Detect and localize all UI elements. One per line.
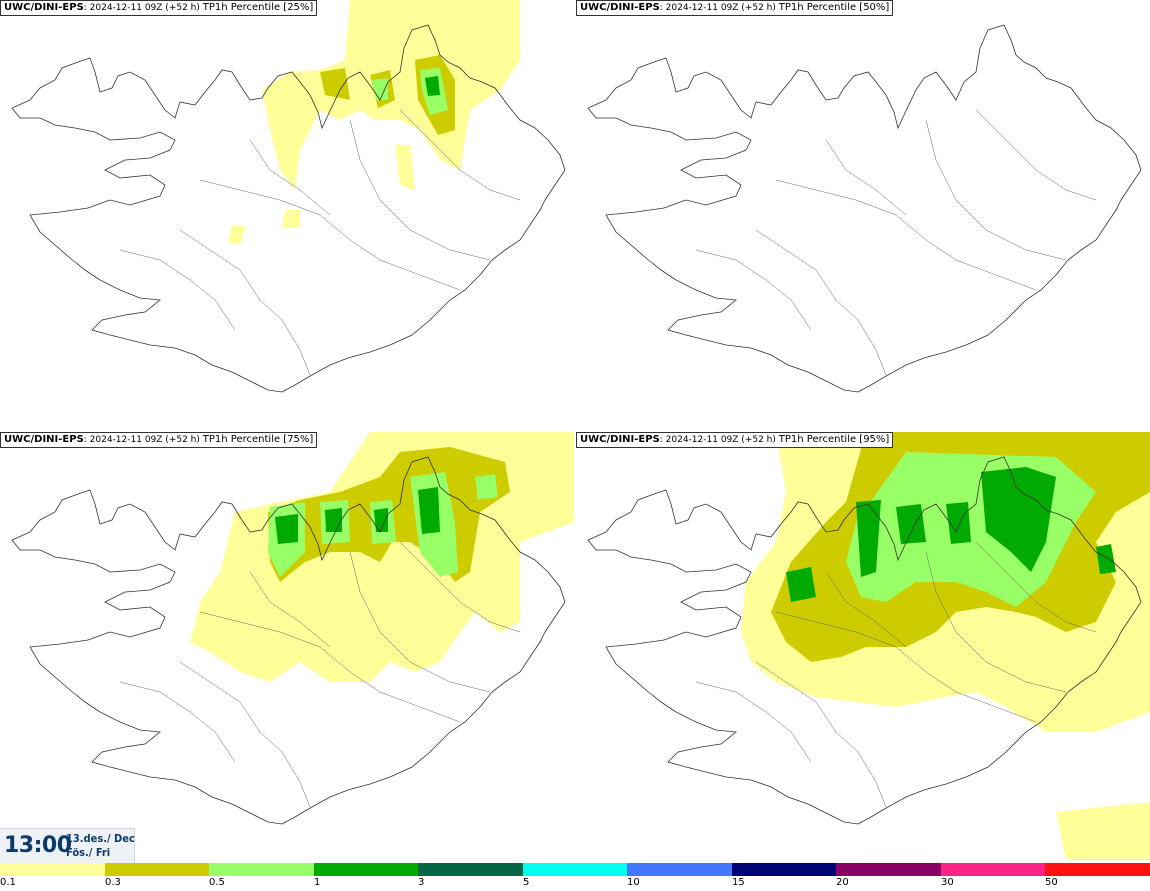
precip-contour bbox=[475, 474, 498, 500]
legend-label: 5 bbox=[523, 877, 530, 888]
legend-swatch bbox=[418, 863, 523, 876]
road-line bbox=[825, 139, 907, 216]
road-line bbox=[755, 661, 887, 808]
legend-swatch bbox=[731, 863, 837, 876]
precip-contour bbox=[325, 508, 342, 532]
product-name: TP1h Percentile [25%] bbox=[202, 2, 314, 13]
legend-swatch bbox=[522, 863, 628, 876]
road-line bbox=[975, 109, 1097, 201]
panel-title: UWC/DINI-EPS: 2024-12-11 09Z (+52 h) TP1… bbox=[0, 0, 318, 16]
legend-label: 0.5 bbox=[209, 877, 225, 888]
legend-swatch bbox=[313, 863, 419, 876]
road-line bbox=[249, 139, 331, 216]
road-line bbox=[825, 571, 907, 648]
legend-swatch bbox=[940, 863, 1046, 876]
panel-title: UWC/DINI-EPS: 2024-12-11 09Z (+52 h) TP1… bbox=[576, 432, 894, 448]
road-line bbox=[349, 551, 491, 693]
road-line bbox=[199, 179, 461, 291]
model-name: UWC/DINI-EPS bbox=[580, 2, 660, 13]
precip-contour bbox=[981, 467, 1056, 572]
run-info: : 2024-12-11 09Z (+52 h) bbox=[83, 435, 200, 445]
road-line bbox=[975, 541, 1097, 633]
map-panel-p75: UWC/DINI-EPS: 2024-12-11 09Z (+52 h) TP1… bbox=[0, 432, 574, 860]
road-line bbox=[179, 661, 311, 808]
precip-contour bbox=[1096, 544, 1116, 574]
road-line bbox=[695, 681, 812, 763]
coastline bbox=[11, 456, 566, 825]
legend-swatch bbox=[627, 863, 732, 876]
run-info: : 2024-12-11 09Z (+52 h) bbox=[659, 435, 776, 445]
run-info: : 2024-12-11 09Z (+52 h) bbox=[659, 3, 776, 13]
panel-title: UWC/DINI-EPS: 2024-12-11 09Z (+52 h) TP1… bbox=[0, 432, 318, 448]
precip-contour bbox=[896, 504, 926, 544]
product-name: TP1h Percentile [75%] bbox=[202, 434, 314, 445]
precip-contour bbox=[320, 68, 350, 100]
precip-contour bbox=[228, 225, 246, 245]
legend-swatch bbox=[0, 863, 105, 876]
road-line bbox=[399, 109, 521, 201]
precip-contour bbox=[946, 502, 971, 544]
legend-label: 3 bbox=[418, 877, 425, 888]
map-panel-p95: UWC/DINI-EPS: 2024-12-11 09Z (+52 h) TP1… bbox=[576, 432, 1150, 860]
precip-contour bbox=[275, 514, 298, 544]
road-line bbox=[349, 119, 491, 261]
road-line bbox=[249, 571, 331, 648]
legend-swatch bbox=[104, 863, 210, 876]
precip-contour bbox=[425, 76, 440, 96]
coastline bbox=[11, 24, 566, 393]
valid-time: 13:00 bbox=[4, 833, 72, 858]
precip-contour bbox=[1056, 802, 1150, 860]
road-line bbox=[119, 249, 236, 331]
legend-label: 0.1 bbox=[0, 877, 16, 888]
precip-contour bbox=[856, 500, 881, 577]
precip-contour bbox=[786, 567, 816, 602]
road-line bbox=[179, 229, 311, 376]
precip-contour bbox=[282, 210, 300, 228]
map-canvas bbox=[11, 0, 566, 393]
road-line bbox=[199, 611, 461, 723]
road-line bbox=[775, 179, 1037, 291]
legend-label: 15 bbox=[732, 877, 745, 888]
model-name: UWC/DINI-EPS bbox=[4, 434, 84, 445]
road-line bbox=[399, 541, 521, 633]
legend-label: 20 bbox=[836, 877, 849, 888]
road-line bbox=[695, 249, 812, 331]
legend-label: 10 bbox=[627, 877, 640, 888]
run-info: : 2024-12-11 09Z (+52 h) bbox=[83, 3, 200, 13]
legend-swatch bbox=[209, 863, 314, 876]
precip-contour bbox=[395, 145, 415, 190]
map-canvas bbox=[11, 432, 574, 825]
panel-title: UWC/DINI-EPS: 2024-12-11 09Z (+52 h) TP1… bbox=[576, 0, 894, 16]
legend-label: 30 bbox=[941, 877, 954, 888]
road-line bbox=[775, 611, 1037, 723]
valid-date: 13.des./ Dec bbox=[66, 832, 135, 845]
road-line bbox=[925, 551, 1067, 693]
map-panel-p50: UWC/DINI-EPS: 2024-12-11 09Z (+52 h) TP1… bbox=[576, 0, 1150, 428]
road-line bbox=[925, 119, 1067, 261]
road-line bbox=[119, 681, 236, 763]
legend-swatch bbox=[1045, 863, 1150, 876]
model-name: UWC/DINI-EPS bbox=[580, 434, 660, 445]
precip-contour bbox=[374, 508, 388, 532]
precip-legend: 0.1 0.3 0.5 1 3 5 10 15 20 30 50 bbox=[0, 863, 1150, 891]
precip-contour bbox=[418, 487, 440, 534]
legend-colorbar bbox=[0, 863, 1150, 876]
legend-label: 1 bbox=[314, 877, 321, 888]
road-line bbox=[755, 229, 887, 376]
coastline bbox=[587, 456, 1142, 825]
legend-swatch bbox=[836, 863, 941, 876]
legend-label: 0.3 bbox=[105, 877, 121, 888]
map-canvas bbox=[587, 432, 1150, 860]
map-canvas bbox=[587, 24, 1142, 393]
legend-label: 50 bbox=[1045, 877, 1058, 888]
product-name: TP1h Percentile [50%] bbox=[778, 2, 890, 13]
product-name: TP1h Percentile [95%] bbox=[778, 434, 890, 445]
valid-time-box: 13:00 13.des./ Dec Fös./ Fri bbox=[0, 828, 135, 863]
coastline bbox=[587, 24, 1142, 393]
valid-day: Fös./ Fri bbox=[66, 846, 111, 859]
model-name: UWC/DINI-EPS bbox=[4, 2, 84, 13]
map-panel-p25: UWC/DINI-EPS: 2024-12-11 09Z (+52 h) TP1… bbox=[0, 0, 574, 428]
